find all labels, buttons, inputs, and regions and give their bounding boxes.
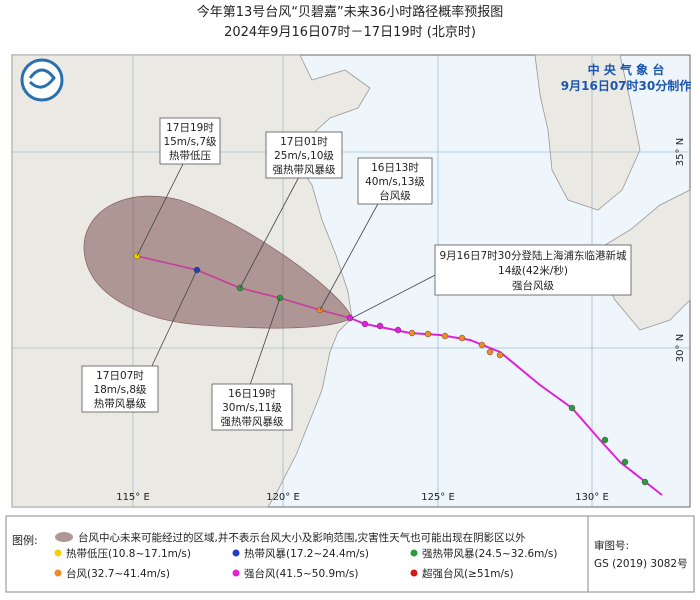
callout-wind: 18m/s,8级 <box>93 384 147 396</box>
track-point <box>394 326 402 334</box>
legend-label: 图例: <box>12 533 38 547</box>
callout-time: 17日01时 <box>280 136 328 148</box>
callout-wind: 40m/s,13级 <box>365 176 425 188</box>
track-point <box>568 404 576 412</box>
track-point <box>361 320 369 328</box>
subtitle: 2024年9月16日07时－17日19时 (北京时) <box>224 25 476 40</box>
track-point <box>496 351 504 359</box>
agency-name: 中 央 气 象 台 <box>588 62 665 77</box>
legend-item: 强台风(41.5~50.9m/s) <box>244 567 359 580</box>
legend-marker <box>232 569 240 577</box>
callout-level: 热带低压 <box>169 149 211 162</box>
callout-wind: 25m/s,10级 <box>274 150 334 162</box>
legend-item: 热带风暴(17.2~24.4m/s) <box>244 547 369 560</box>
lon-label: 130° E <box>575 492 609 503</box>
approval-label: 审图号: <box>594 539 629 552</box>
lon-label: 125° E <box>421 492 455 503</box>
legend-marker <box>232 549 240 557</box>
track-point <box>641 478 649 486</box>
track-point <box>376 322 384 330</box>
callout-level: 强热带风暴级 <box>221 415 284 428</box>
callout-level: 热带风暴级 <box>94 397 147 410</box>
callout-time: 16日13时 <box>371 162 419 174</box>
callout-time: 17日19时 <box>166 122 214 134</box>
track-point <box>408 329 416 337</box>
legend-item: 强热带风暴(24.5~32.6m/s) <box>422 547 558 560</box>
title: 今年第13号台风“贝碧嘉”未来36小时路径概率预报图 <box>197 4 504 20</box>
legend-item: 超强台风(≥51m/s) <box>422 567 514 580</box>
callout-level: 强热带风暴级 <box>273 163 336 176</box>
callout-time: 17日07时 <box>96 370 144 382</box>
agency-issued: 9月16日07时30分制作 <box>561 78 691 93</box>
legend: 图例: 台风中心未来可能经过的区域,并不表示台风大小及影响范围,灾害性天气也可能… <box>5 515 695 593</box>
legend-marker <box>54 569 62 577</box>
callout-level: 台风级 <box>379 189 411 202</box>
callout-wind: 30m/s,11级 <box>222 402 282 414</box>
callout-wind: 15m/s,7级 <box>163 136 217 148</box>
landfall-intensity: 14级(42米/秒) <box>498 264 568 277</box>
legend-item: 热带低压(10.8~17.1m/s) <box>66 547 191 560</box>
track-point <box>346 314 354 322</box>
lat-label: 35° N <box>675 138 686 166</box>
track-point <box>601 436 609 444</box>
track-point <box>621 458 629 466</box>
callout-time: 16日19时 <box>228 388 276 400</box>
approval-number: GS (2019) 3082号 <box>594 558 688 570</box>
legend-cone: 台风中心未来可能经过的区域,并不表示台风大小及影响范围,灾害性天气也可能出现在阴… <box>78 531 526 544</box>
landfall-level: 强台风级 <box>512 279 554 292</box>
map: 115° E 120° E 125° E 130° E 35° N 30° N … <box>11 54 691 508</box>
legend-marker <box>410 569 418 577</box>
track-point <box>441 332 449 340</box>
track-point <box>424 330 432 338</box>
lon-label: 115° E <box>116 492 150 503</box>
lon-label: 120° E <box>266 492 300 503</box>
landfall-text: 9月16日7时30分登陆上海浦东临港新城 <box>439 249 627 262</box>
legend-marker <box>54 549 62 557</box>
legend-marker <box>410 549 418 557</box>
track-point <box>478 341 486 349</box>
track-point <box>458 334 466 342</box>
track-point <box>486 348 494 356</box>
lat-label: 30° N <box>675 334 686 362</box>
legend-item: 台风(32.7~41.4m/s) <box>66 567 170 580</box>
